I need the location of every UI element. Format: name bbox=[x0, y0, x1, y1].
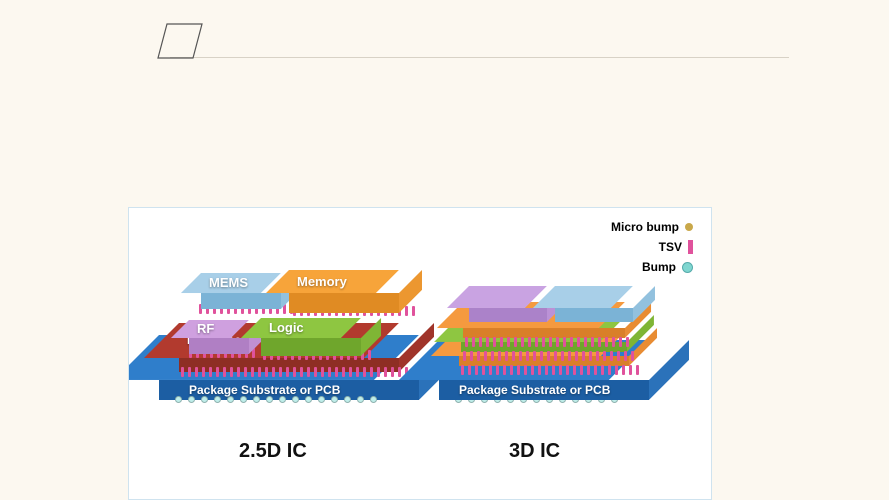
memory-chip-label: Memory bbox=[297, 274, 347, 289]
mems-chip-label: MEMS bbox=[209, 275, 248, 290]
legend: Micro bump TSV Bump bbox=[611, 220, 693, 280]
legend-bump: Bump bbox=[611, 260, 693, 274]
ic-packaging-diagram: InterposerMEMSMemoryRFLogicPackage Subst… bbox=[128, 207, 712, 500]
right-caption: 3D IC bbox=[509, 440, 560, 463]
logic-chip-label: Logic bbox=[269, 320, 304, 335]
tsv-right-1 bbox=[463, 351, 634, 361]
tsv-left-4 bbox=[181, 367, 415, 377]
legend-tsv-label: TSV bbox=[659, 240, 682, 254]
bump-row-0 bbox=[175, 396, 377, 403]
legend-tsv: TSV bbox=[611, 240, 693, 254]
left-pcb-label: Package Substrate or PCB bbox=[189, 383, 340, 397]
legend-bump-label: Bump bbox=[642, 260, 676, 274]
legend-micro_bump-label: Micro bump bbox=[611, 220, 679, 234]
tsv-right-2 bbox=[465, 337, 629, 347]
rf-chip-label: RF bbox=[197, 321, 214, 336]
left-caption: 2.5D IC bbox=[239, 440, 307, 463]
legend-micro_bump: Micro bump bbox=[611, 220, 693, 234]
right-pcb-label: Package Substrate or PCB bbox=[459, 383, 610, 397]
tsv-right-0 bbox=[461, 365, 639, 375]
top-divider bbox=[170, 57, 789, 58]
parallelogram-icon bbox=[157, 23, 203, 59]
